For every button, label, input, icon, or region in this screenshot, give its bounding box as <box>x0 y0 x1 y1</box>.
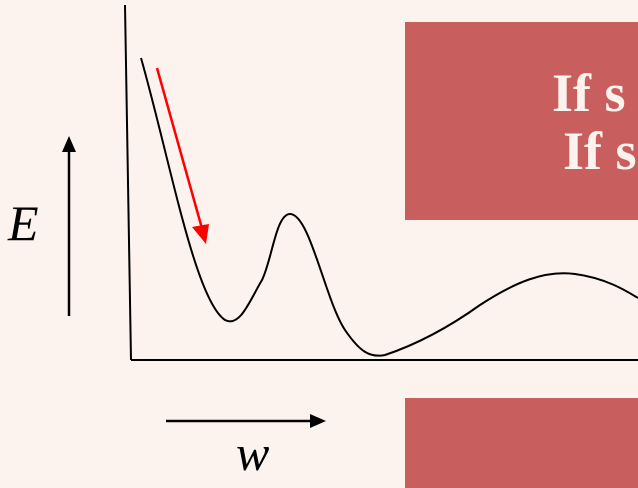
energy-curve <box>140 57 638 357</box>
condition-box-bottom <box>405 398 638 488</box>
gradient-descent-arrowhead <box>192 224 209 244</box>
condition-line-2: If s <box>563 121 637 181</box>
condition-line-1: If s <box>552 63 626 123</box>
gradient-descent-arrow <box>155 67 205 233</box>
condition-box-top: If s If s <box>405 22 638 220</box>
w-direction-arrowhead <box>310 414 326 428</box>
y-axis <box>124 4 132 361</box>
x-axis-label: w <box>236 425 270 481</box>
y-axis-label: E <box>8 195 39 251</box>
e-direction-arrowhead <box>62 136 76 152</box>
